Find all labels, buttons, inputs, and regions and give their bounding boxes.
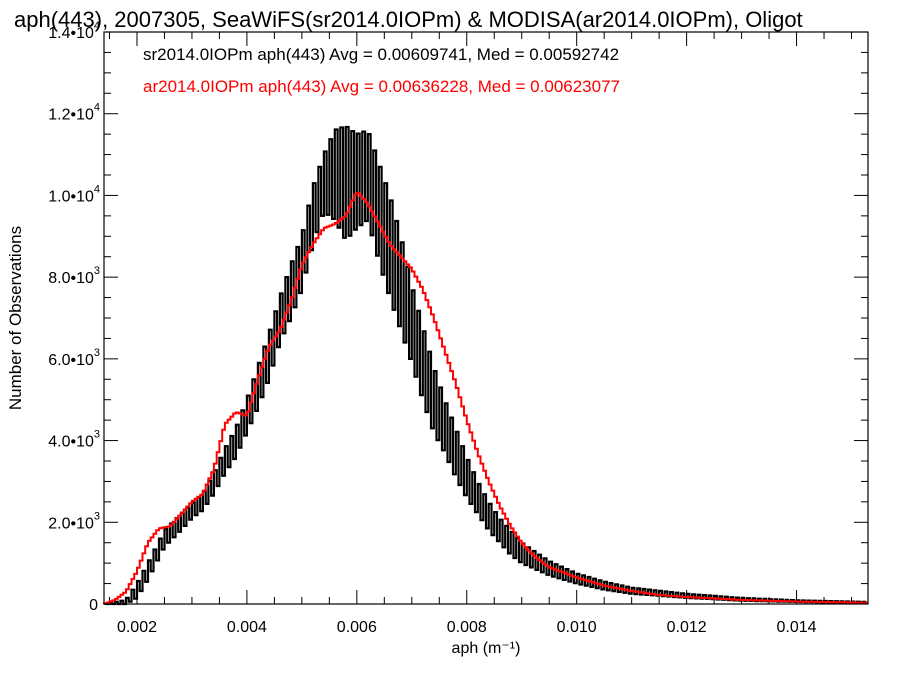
chart-title: aph(443), 2007305, SeaWiFS(sr2014.0IOPm)… xyxy=(14,7,803,32)
y-tick-label: 1.0•104 xyxy=(48,183,100,205)
y-axis-ticks: 0 2.0•103 4.0•103 6.0•103 8.0•103 1.0•104 1.2•… xyxy=(48,20,868,614)
x-tick-label: 0.008 xyxy=(447,619,487,636)
x-axis-ticks: 0.002 0.004 0.006 0.008 0.010 0.012 0.014 xyxy=(108,32,853,636)
x-tick-label: 0.014 xyxy=(777,619,817,636)
plot-frame xyxy=(103,31,869,605)
y-tick-label: 8.0•103 xyxy=(48,265,100,287)
series-ar2014-histogram xyxy=(103,191,868,605)
x-tick-label: 0.002 xyxy=(117,619,157,636)
x-tick-label: 0.012 xyxy=(667,619,707,636)
y-tick-label: 0 xyxy=(89,597,98,614)
series-layer xyxy=(102,125,868,606)
y-tick-label: 1.4•104 xyxy=(48,20,100,42)
y-axis-label: Number of Observations xyxy=(6,226,25,410)
x-tick-label: 0.006 xyxy=(337,619,377,636)
y-tick-label: 6.0•103 xyxy=(48,347,100,369)
x-axis-label: aph (m⁻¹) xyxy=(452,640,521,657)
series-sr2014-histogram xyxy=(102,125,868,606)
y-tick-label: 4.0•103 xyxy=(48,429,100,451)
y-tick-label: 2.0•103 xyxy=(48,510,100,532)
x-tick-label: 0.004 xyxy=(227,619,267,636)
y-tick-label: 1.2•104 xyxy=(48,102,100,124)
legend-entry-ar2014: ar2014.0IOPm aph(443) Avg = 0.00636228, … xyxy=(143,77,620,96)
x-tick-label: 0.010 xyxy=(557,619,597,636)
legend-entry-sr2014: sr2014.0IOPm aph(443) Avg = 0.00609741, … xyxy=(143,45,619,64)
